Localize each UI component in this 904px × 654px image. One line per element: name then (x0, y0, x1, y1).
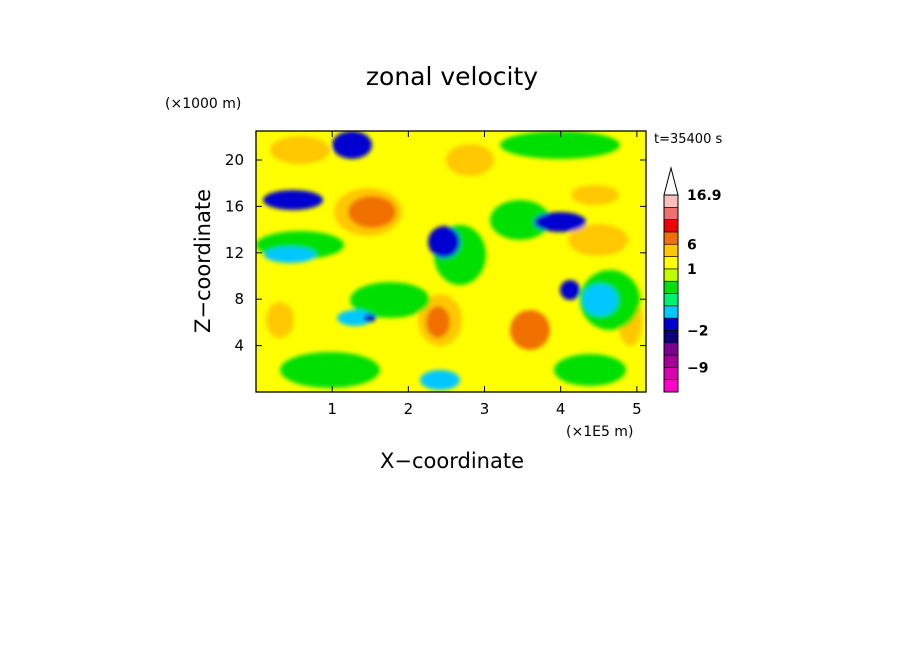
x-tick-label: 5 (632, 400, 642, 418)
colorbar-band (663, 231, 679, 245)
field-patch (420, 370, 460, 390)
colorbar-band (663, 280, 679, 294)
x-unit-label: (×1E5 m) (566, 424, 633, 440)
field-patch (582, 284, 618, 316)
y-tick-label: 8 (234, 290, 244, 308)
field-patch (263, 190, 323, 210)
colorbar-tick-label: −9 (687, 360, 708, 376)
x-tick-label: 2 (404, 400, 414, 418)
colorbar-band (663, 305, 679, 319)
plot-frame (255, 130, 647, 393)
colorbar-frame (663, 194, 679, 393)
field-patch (568, 224, 628, 256)
x-tick-label: 4 (556, 400, 566, 418)
colorbar-band (663, 330, 679, 344)
field-patch (337, 310, 373, 326)
field-patch (510, 310, 550, 350)
colorbar-band (663, 379, 679, 393)
field-patch (280, 352, 380, 388)
x-tick-label: 1 (327, 400, 337, 418)
field-patch (270, 136, 330, 164)
field-patch (554, 354, 626, 386)
colorbar-band (663, 367, 679, 380)
field-patch (500, 131, 620, 159)
field-patch (446, 144, 494, 176)
x-tick-label: 3 (480, 400, 490, 418)
chart-title: zonal velocity (366, 62, 538, 91)
colorbar-band (663, 268, 679, 282)
colorbar-tick-label: 1 (687, 262, 697, 278)
y-tick-label: 12 (225, 244, 244, 262)
field-patch (264, 247, 316, 263)
time-label: t=35400 s (654, 132, 722, 147)
colorbar-tick-label: 16.9 (687, 188, 722, 204)
field-patch (350, 282, 430, 318)
field-patch (534, 212, 586, 232)
colorbar-band (663, 243, 679, 257)
colorbar-band (663, 256, 679, 270)
colorbar-band (663, 293, 679, 307)
field-patch (571, 185, 619, 205)
x-axis: 1 2 3 4 5 (327, 131, 642, 418)
y-tick-label: 20 (225, 151, 244, 169)
field-patch (426, 306, 450, 338)
field-blobs (256, 131, 642, 390)
field-patch (364, 314, 376, 322)
x-axis-label: X−coordinate (380, 449, 524, 473)
field-patch (348, 196, 396, 228)
colorbar-tick-label: 6 (687, 237, 697, 253)
y-axis-label: Z−coordinate (191, 189, 215, 333)
colorbar-band (663, 317, 679, 331)
colorbar: 16.9 6 1 −2 −9 (663, 166, 722, 393)
contour-field (256, 131, 646, 392)
colorbar-tick-label: −2 (687, 323, 708, 339)
colorbar-band (663, 354, 679, 368)
y-tick-label: 16 (225, 197, 244, 215)
y-axis: 4 8 12 16 20 (225, 151, 646, 355)
field-patch (428, 226, 460, 258)
colorbar-band (663, 219, 679, 233)
y-unit-label: (×1000 m) (165, 96, 241, 112)
colorbar-extend-arrow (663, 166, 679, 196)
y-tick-label: 4 (234, 337, 244, 355)
colorbar-band (663, 342, 679, 356)
field-patch (332, 131, 372, 159)
field-patch (560, 280, 580, 300)
field-patch (490, 200, 550, 240)
colorbar-band (663, 194, 679, 208)
field-patch (266, 302, 294, 338)
colorbar-band (663, 207, 679, 220)
